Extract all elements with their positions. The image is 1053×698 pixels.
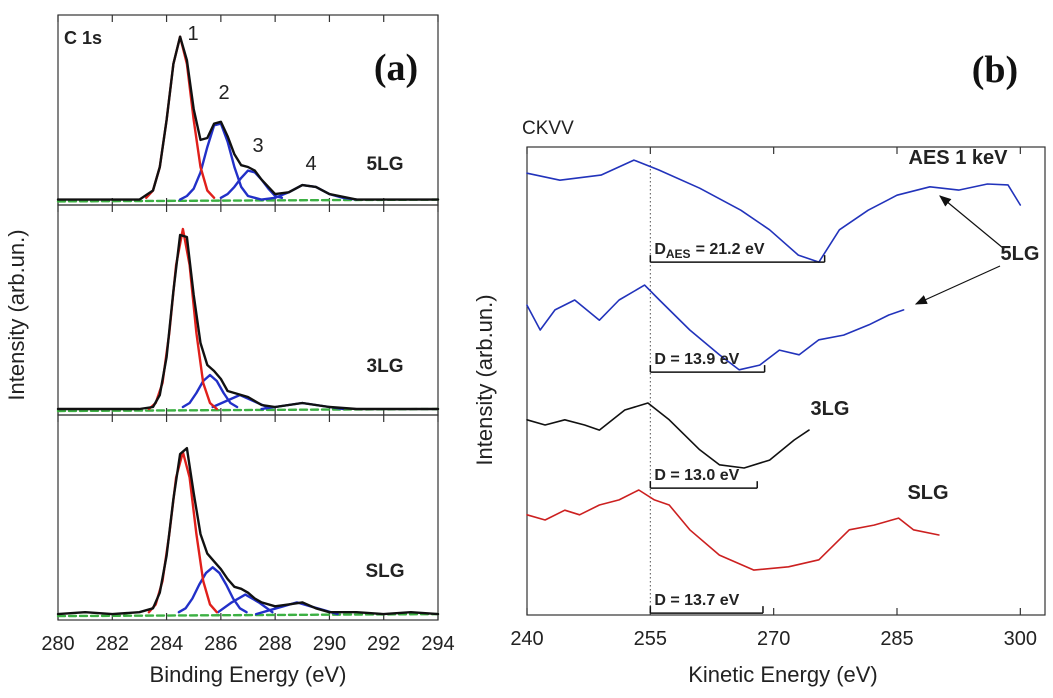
data-line bbox=[56, 407, 440, 413]
x-tick-label: 270 bbox=[757, 628, 790, 650]
x-tick-label: 288 bbox=[258, 633, 291, 655]
curve-label: AES 1 keV bbox=[909, 147, 1009, 169]
peak-label: 2 bbox=[218, 82, 229, 104]
data-line bbox=[56, 612, 440, 618]
sample-label: 5LG bbox=[367, 154, 404, 175]
arrow bbox=[914, 265, 1001, 305]
plot-frame bbox=[57, 14, 439, 206]
y-axis-label: Intensity (arb.un.) bbox=[4, 229, 29, 400]
x-tick-label: 284 bbox=[150, 633, 183, 655]
x-tick-label: 282 bbox=[96, 633, 129, 655]
x-axis-label: Binding Energy (eV) bbox=[150, 662, 347, 687]
plot-frame bbox=[526, 146, 1046, 616]
y-axis-label: Intensity (arb.un.) bbox=[472, 294, 497, 465]
panel-label: (b) bbox=[972, 49, 1018, 91]
annotation-subscript: AES bbox=[666, 247, 691, 261]
peak-label: 4 bbox=[305, 153, 316, 175]
annotation: DAES = 21.2 eV bbox=[654, 241, 765, 261]
arrow bbox=[939, 195, 1004, 249]
x-tick-label: 280 bbox=[41, 633, 74, 655]
data-line bbox=[177, 566, 248, 614]
x-axis-label: Kinetic Energy (eV) bbox=[688, 662, 878, 687]
chart-title: C 1s bbox=[64, 28, 102, 48]
annotation-text: D = 13.0 eV bbox=[654, 467, 739, 484]
sample-label: 3LG bbox=[367, 356, 404, 377]
data-line bbox=[526, 284, 905, 371]
x-tick-label: 285 bbox=[880, 628, 913, 650]
data-line bbox=[147, 227, 218, 411]
chart-title: CKVV bbox=[522, 118, 574, 139]
x-tick-label: 255 bbox=[634, 628, 667, 650]
annotation: D = 13.9 eV bbox=[654, 351, 739, 368]
x-tick-label: 292 bbox=[367, 633, 400, 655]
annotation-text: D = 13.9 eV bbox=[654, 351, 739, 368]
data-line bbox=[526, 489, 940, 571]
plot-frame bbox=[57, 414, 439, 621]
data-line bbox=[526, 402, 810, 469]
peak-label: 1 bbox=[187, 23, 198, 45]
data-line bbox=[211, 393, 269, 409]
annotation-text: = 21.2 eV bbox=[696, 241, 765, 258]
data-line bbox=[219, 169, 284, 199]
data-line bbox=[56, 35, 440, 201]
curve-label: SLG bbox=[907, 482, 948, 504]
data-line bbox=[56, 447, 440, 616]
data-line bbox=[145, 35, 216, 199]
curve-label: 5LG bbox=[1001, 243, 1040, 265]
x-tick-label: 290 bbox=[313, 633, 346, 655]
curve-label: 3LG bbox=[811, 398, 850, 420]
annotation: D = 13.0 eV bbox=[654, 467, 739, 484]
x-tick-label: 240 bbox=[510, 628, 543, 650]
x-tick-label: 300 bbox=[1004, 628, 1037, 650]
data-line bbox=[216, 593, 274, 614]
data-line bbox=[178, 122, 263, 201]
data-line bbox=[526, 159, 1022, 263]
annotation-text: D = 13.7 eV bbox=[654, 592, 739, 609]
sample-label: SLG bbox=[365, 561, 404, 582]
data-line bbox=[56, 233, 440, 411]
plot-frame bbox=[57, 204, 439, 416]
x-tick-label: 294 bbox=[421, 633, 454, 655]
annotation-text: D bbox=[654, 241, 666, 258]
data-line bbox=[147, 450, 218, 614]
peak-label: 3 bbox=[252, 135, 263, 157]
data-line bbox=[56, 198, 440, 203]
panel-label: (a) bbox=[374, 47, 418, 89]
x-tick-label: 286 bbox=[204, 633, 237, 655]
annotation: D = 13.7 eV bbox=[654, 592, 739, 609]
